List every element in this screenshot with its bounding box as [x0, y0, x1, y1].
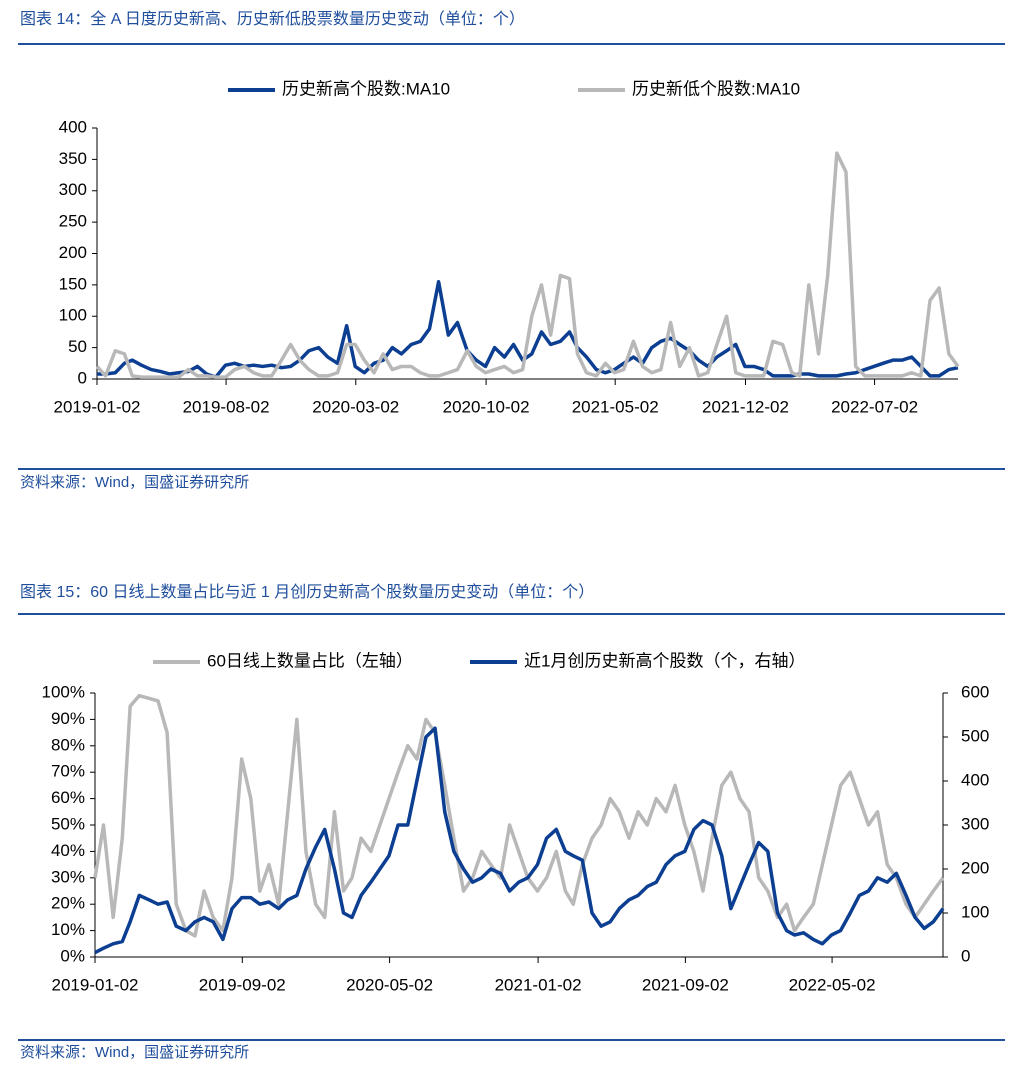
y-tick-label: 300 — [59, 180, 87, 199]
legend-label: 历史新高个股数:MA10 — [282, 79, 450, 98]
x-tick-label: 2019-01-02 — [52, 975, 139, 994]
y-tick-label: 40% — [51, 841, 85, 860]
y-tick-label: 100 — [59, 306, 87, 325]
y-tick-label: 20% — [51, 894, 85, 913]
y-tick-label: 200 — [59, 243, 87, 262]
x-tick-label: 2020-05-02 — [346, 975, 433, 994]
y-tick-label: 30% — [51, 867, 85, 886]
x-tick-label: 2021-01-02 — [495, 975, 582, 994]
y-tick-label: 80% — [51, 735, 85, 754]
series-line — [94, 726, 945, 955]
y-tick-label: 200 — [961, 858, 989, 877]
source: 资料来源：Wind，国盛证券研究所 — [20, 474, 249, 491]
y-tick-label: 70% — [51, 762, 85, 781]
y-tick-label: 250 — [59, 212, 87, 231]
y-tick-label: 60% — [51, 788, 85, 807]
y-tick-label: 100 — [961, 902, 989, 921]
y-tick-label: 0 — [961, 946, 970, 965]
y-tick-label: 400 — [961, 770, 989, 789]
y-tick-label: 150 — [59, 274, 87, 293]
y-tick-label: 0% — [60, 946, 85, 965]
series-line — [97, 279, 959, 379]
series-line — [93, 693, 945, 938]
figure-title: 图表 14：全 A 日度历史新高、历史新低股票数量历史变动（单位：个） — [20, 10, 525, 28]
series-line — [95, 151, 960, 379]
x-tick-label: 2020-03-02 — [312, 397, 399, 416]
y-tick-label: 400 — [59, 117, 87, 136]
x-tick-label: 2022-05-02 — [789, 975, 876, 994]
x-tick-label: 2020-10-02 — [443, 397, 530, 416]
legend-label: 近1月创历史新高个股数（个，右轴） — [524, 651, 805, 670]
y-tick-label: 600 — [961, 682, 989, 701]
x-tick-label: 2021-05-02 — [572, 397, 659, 416]
y-tick-label: 100% — [42, 682, 85, 701]
y-tick-label: 0 — [78, 368, 87, 387]
y-tick-label: 500 — [961, 726, 989, 745]
x-tick-label: 2019-01-02 — [54, 397, 141, 416]
y-tick-label: 90% — [51, 709, 85, 728]
x-tick-label: 2022-07-02 — [831, 397, 918, 416]
legend-label: 历史新低个股数:MA10 — [632, 79, 800, 98]
y-tick-label: 300 — [961, 814, 989, 833]
y-tick-label: 50% — [51, 814, 85, 833]
y-tick-label: 350 — [59, 149, 87, 168]
x-tick-label: 2019-08-02 — [183, 397, 270, 416]
figure-title: 图表 15：60 日线上数量占比与近 1 月创历史新高个股数量历史变动（单位：个… — [20, 583, 594, 601]
y-tick-label: 10% — [51, 920, 85, 939]
x-tick-label: 2021-12-02 — [702, 397, 789, 416]
legend-label: 60日线上数量占比（左轴） — [207, 651, 413, 670]
x-tick-label: 2019-09-02 — [199, 975, 286, 994]
source: 资料来源：Wind，国盛证券研究所 — [20, 1044, 249, 1061]
y-tick-label: 50 — [68, 337, 87, 356]
x-tick-label: 2021-09-02 — [642, 975, 729, 994]
